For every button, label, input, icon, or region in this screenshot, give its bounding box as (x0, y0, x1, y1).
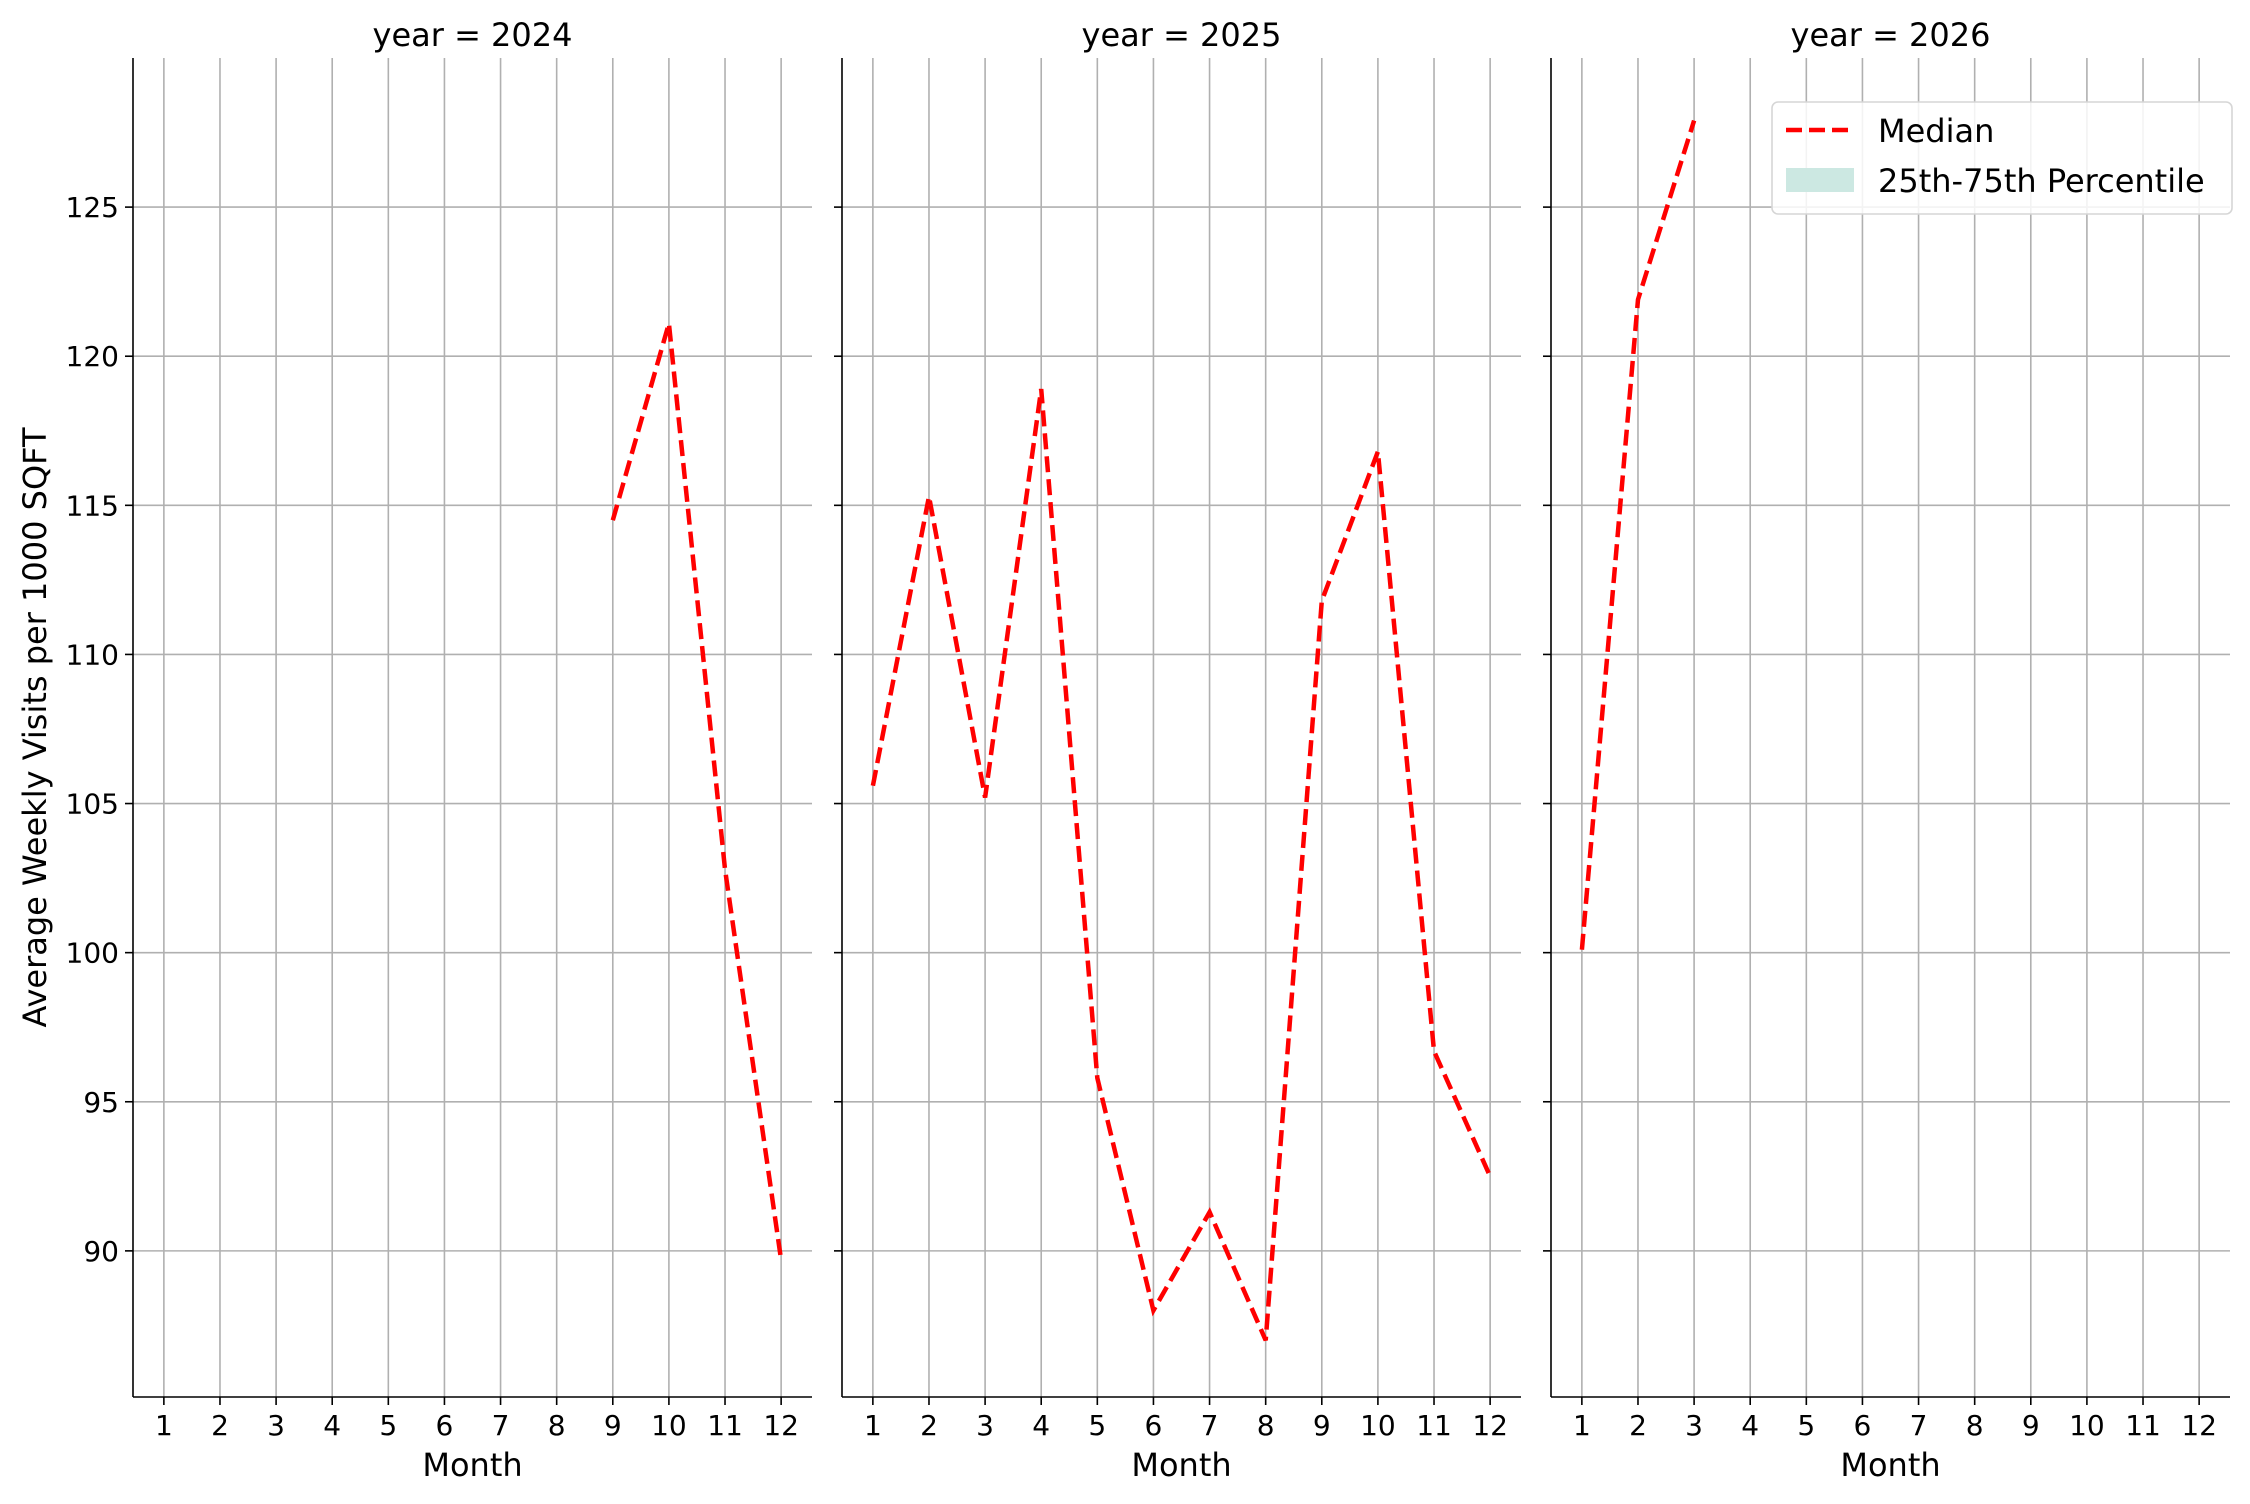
x-tick-label: 4 (1741, 1409, 1759, 1442)
x-tick-label: 12 (1472, 1409, 1508, 1442)
y-tick-label: 120 (66, 340, 119, 373)
legend-band-label: 25th-75th Percentile (1878, 162, 2205, 200)
x-tick-label: 1 (155, 1409, 173, 1442)
x-tick-label: 4 (323, 1409, 341, 1442)
x-tick-label: 10 (2069, 1409, 2105, 1442)
x-tick-label: 11 (1416, 1409, 1452, 1442)
y-tick-label: 125 (66, 191, 119, 224)
x-tick-label: 8 (1966, 1409, 1984, 1442)
panel-title: year = 2024 (373, 16, 573, 54)
y-tick-label: 100 (66, 937, 119, 970)
x-axis-title: Month (1131, 1446, 1231, 1484)
x-tick-label: 7 (1910, 1409, 1928, 1442)
x-tick-label: 1 (1573, 1409, 1591, 1442)
x-tick-label: 12 (2181, 1409, 2217, 1442)
x-axis-title: Month (1840, 1446, 1940, 1484)
x-tick-label: 7 (492, 1409, 510, 1442)
median-line (873, 389, 1490, 1340)
panel-title: year = 2025 (1082, 16, 1282, 54)
x-tick-label: 9 (604, 1409, 622, 1442)
x-tick-label: 11 (2125, 1409, 2161, 1442)
x-tick-label: 5 (379, 1409, 397, 1442)
x-tick-label: 5 (1088, 1409, 1106, 1442)
x-tick-label: 8 (1257, 1409, 1275, 1442)
x-tick-label: 3 (976, 1409, 994, 1442)
y-tick-label: 110 (66, 638, 119, 671)
x-tick-label: 6 (1145, 1409, 1163, 1442)
x-tick-label: 12 (763, 1409, 799, 1442)
x-tick-label: 9 (2022, 1409, 2040, 1442)
x-tick-label: 2 (211, 1409, 229, 1442)
x-tick-label: 6 (1854, 1409, 1872, 1442)
y-tick-label: 115 (66, 489, 119, 522)
y-tick-label: 105 (66, 788, 119, 821)
panel-title: year = 2026 (1791, 16, 1991, 54)
median-line (613, 323, 781, 1259)
x-tick-label: 2 (1629, 1409, 1647, 1442)
x-tick-label: 6 (436, 1409, 454, 1442)
x-tick-label: 7 (1201, 1409, 1219, 1442)
x-tick-label: 3 (267, 1409, 285, 1442)
x-axis-title: Month (422, 1446, 522, 1484)
x-tick-label: 11 (707, 1409, 743, 1442)
x-tick-label: 2 (920, 1409, 938, 1442)
y-tick-label: 90 (83, 1235, 119, 1268)
x-tick-label: 5 (1797, 1409, 1815, 1442)
y-axis-title: Average Weekly Visits per 1000 SQFT (16, 427, 54, 1028)
y-tick-label: 95 (83, 1086, 119, 1119)
x-tick-label: 10 (651, 1409, 687, 1442)
x-tick-label: 1 (864, 1409, 882, 1442)
legend-band-swatch (1786, 168, 1854, 192)
x-tick-label: 9 (1313, 1409, 1331, 1442)
x-tick-label: 3 (1685, 1409, 1703, 1442)
x-tick-label: 4 (1032, 1409, 1050, 1442)
legend-median-label: Median (1878, 112, 1994, 150)
x-tick-label: 8 (548, 1409, 566, 1442)
x-tick-label: 10 (1360, 1409, 1396, 1442)
